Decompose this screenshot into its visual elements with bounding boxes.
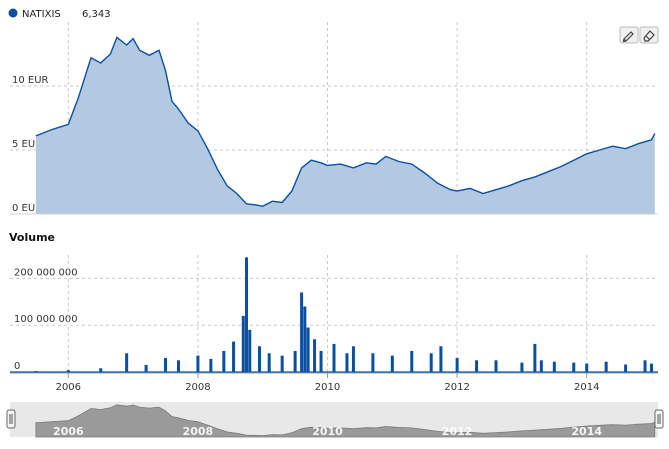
price-y-tick-label: 5 EUR: [12, 139, 42, 150]
volume-bar: [539, 360, 543, 372]
volume-bar: [209, 358, 213, 372]
volume-bar: [410, 350, 414, 372]
volume-bar: [552, 361, 556, 372]
volume-bar: [475, 360, 479, 372]
volume-bar: [241, 315, 245, 372]
volume-title: Volume: [9, 231, 55, 244]
volume-bar: [371, 353, 375, 372]
volume-bar: [248, 329, 252, 372]
navigator-year-label: 2010: [312, 425, 343, 438]
volume-bar: [293, 350, 297, 372]
x-tick-label: 2008: [185, 382, 210, 393]
legend-last-value: 6,343: [82, 9, 111, 20]
price-area: [35, 37, 655, 215]
navigator-year-label: 2012: [442, 425, 473, 438]
price-y-tick-label: 0 EUR: [12, 203, 42, 214]
volume-bar: [313, 339, 317, 372]
volume-bar: [494, 360, 498, 372]
navigator-handle-left[interactable]: [6, 409, 16, 429]
x-tick-label: 2012: [444, 382, 469, 393]
price-line: [35, 36, 656, 208]
volume-bar: [332, 343, 336, 372]
volume-bar: [390, 355, 394, 372]
volume-bar: [520, 362, 524, 372]
volume-bar: [176, 360, 180, 372]
volume-bar: [245, 257, 249, 372]
x-tick-label: 2006: [56, 382, 81, 393]
volume-y-tick-label: 100 000 000: [14, 314, 78, 325]
navigator-year-label: 2014: [571, 425, 602, 438]
navigator-year-label: 2006: [53, 425, 84, 438]
volume-bar: [99, 368, 103, 372]
x-tick-label: 2014: [574, 382, 599, 393]
volume-bar: [164, 357, 168, 372]
erase-tool-button[interactable]: [639, 26, 659, 44]
legend-series-name: NATIXIS: [22, 9, 61, 20]
legend-marker: [8, 8, 18, 18]
volume-bar: [196, 355, 200, 372]
volume-bar: [624, 364, 628, 372]
volume-bar: [306, 327, 310, 372]
price-y-tick-label: 10 EUR: [12, 75, 49, 86]
volume-bar: [572, 362, 576, 372]
volume-bar: [257, 346, 261, 372]
navigator-handle-right[interactable]: [654, 409, 664, 429]
volume-bar: [222, 350, 226, 372]
x-tick-label: 2010: [315, 382, 340, 393]
volume-bar: [439, 346, 443, 372]
volume-bar: [280, 355, 284, 372]
volume-bar: [585, 363, 589, 372]
volume-bar: [650, 363, 654, 372]
navigator-year-label: 2008: [183, 425, 214, 438]
draw-tool-button[interactable]: [619, 26, 639, 44]
volume-bar: [300, 292, 304, 372]
pencil-icon: [622, 31, 634, 43]
draw-tool-bg: [619, 26, 639, 44]
volume-y-tick-label: 0: [14, 361, 20, 372]
volume-bar: [303, 306, 307, 372]
legend[interactable]: NATIXIS 6,343: [8, 8, 111, 21]
volume-bar: [144, 364, 148, 372]
handle-icon: [6, 409, 16, 429]
volume-bar: [267, 353, 271, 372]
volume-bar: [533, 343, 537, 372]
volume-y-tick-label: 200 000 000: [14, 267, 78, 278]
handle-icon: [654, 409, 664, 429]
volume-panel: 0 100 000 000 200 000 000: [10, 255, 658, 373]
navigator[interactable]: 2006 2008 2010 2012 2014: [6, 402, 664, 438]
volume-bar: [604, 361, 608, 372]
volume-bar: [232, 341, 236, 372]
volume-bar: [643, 360, 647, 372]
price-panel: 0 EUR 5 EUR 10 EUR: [10, 22, 658, 215]
volume-bar: [351, 346, 355, 372]
volume-bar: [125, 353, 129, 372]
navigator-series: [35, 404, 656, 438]
volume-bar: [429, 353, 433, 372]
volume-bar: [345, 353, 349, 372]
volume-bar: [319, 350, 323, 372]
volume-bar: [455, 357, 459, 372]
x-axis: 2006 2008 2010 2012 2014: [10, 372, 658, 393]
volume-bar: [66, 370, 70, 372]
eraser-icon: [643, 30, 655, 42]
